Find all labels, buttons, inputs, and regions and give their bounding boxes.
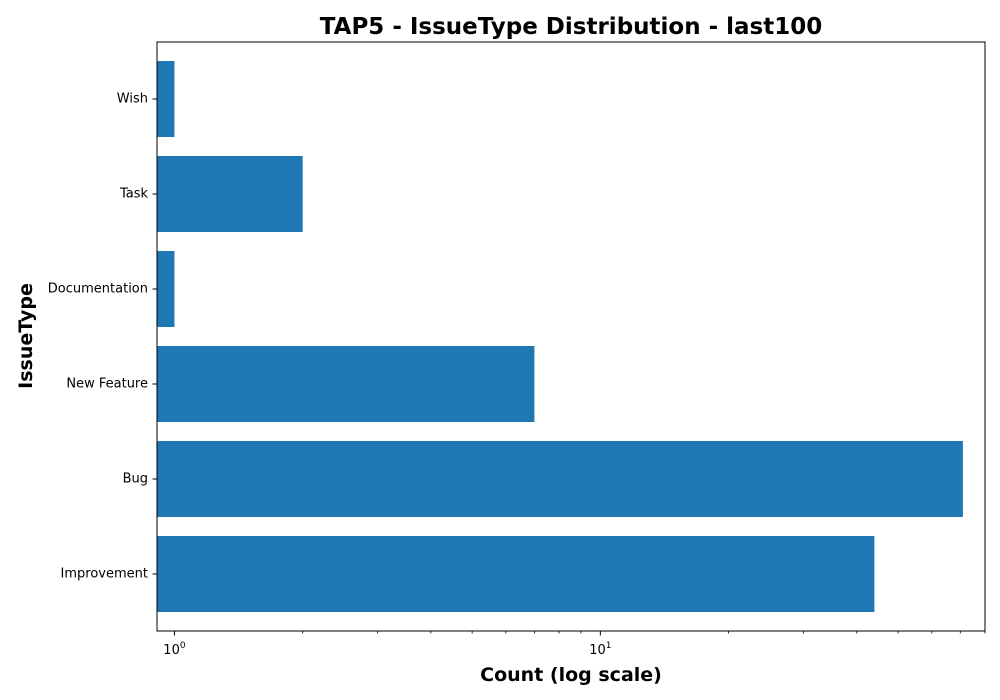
bar-bug <box>157 441 963 517</box>
chart-title: TAP5 - IssueType Distribution - last100 <box>320 14 823 40</box>
y-tick-label: New Feature <box>66 377 148 392</box>
x-tick-base: 10 <box>163 643 180 658</box>
y-axis-label: IssueType <box>15 283 37 389</box>
x-tick-exponent: 1 <box>606 641 612 651</box>
bar-wish <box>157 61 175 137</box>
x-tick-label: 101 <box>589 641 611 658</box>
bar-improvement <box>157 536 875 612</box>
y-tick-label: Task <box>119 187 149 202</box>
y-axis-ticks: Improvement Bug New Feature Documentation Ta… <box>48 92 157 582</box>
y-tick-label: Improvement <box>61 567 148 582</box>
bar-documentation <box>157 251 175 327</box>
y-tick-label: Wish <box>117 92 148 107</box>
x-axis-label: Count (log scale) <box>480 664 662 686</box>
plot-area-frame <box>156 41 986 632</box>
x-tick-label: 100 <box>163 641 186 658</box>
bar-task <box>157 156 303 232</box>
x-tick-base: 10 <box>589 643 606 658</box>
bar-new-feature <box>157 346 535 422</box>
y-tick-label: Documentation <box>48 282 148 297</box>
x-tick-exponent: 0 <box>180 641 186 651</box>
bars-layer <box>157 61 963 612</box>
x-axis-ticks: 100 101 <box>163 631 986 658</box>
y-tick-label: Bug <box>123 472 148 487</box>
